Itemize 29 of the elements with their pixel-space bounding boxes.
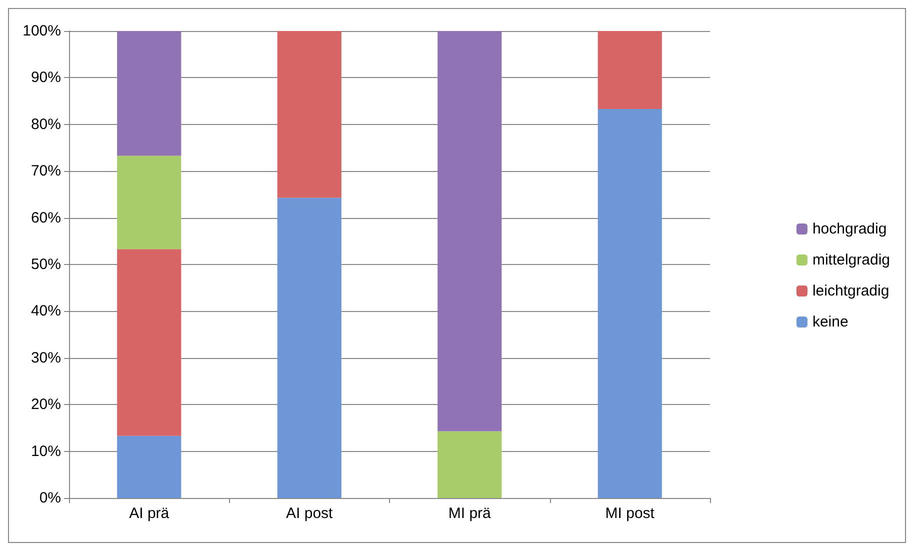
bar — [117, 156, 182, 250]
x-tick-label: MI post — [605, 505, 656, 522]
legend-label: hochgradig — [812, 220, 887, 238]
y-tick-label: 0% — [39, 490, 61, 506]
bar — [598, 31, 662, 109]
y-tick-label: 100% — [22, 22, 61, 40]
legend-label: keine — [812, 314, 848, 330]
bar — [117, 31, 182, 156]
y-tick-label: 80% — [30, 116, 61, 133]
bar — [438, 431, 502, 498]
y-tick-label: 20% — [30, 396, 61, 414]
x-tick-label: MI prä — [448, 505, 492, 522]
y-tick-label: 70% — [30, 162, 61, 180]
legend-label: mittelgradig — [812, 252, 890, 268]
legend-label: leichtgradig — [812, 282, 890, 300]
y-tick-label: 90% — [30, 69, 61, 86]
bar — [438, 31, 502, 432]
y-tick-label: 60% — [30, 209, 61, 226]
bar — [117, 436, 182, 498]
bar — [117, 249, 182, 436]
y-tick-label: 30% — [30, 349, 61, 366]
y-tick-label: 50% — [30, 256, 61, 273]
y-tick-label: 40% — [30, 302, 61, 320]
bar — [277, 31, 342, 198]
x-tick-label: AI post — [286, 505, 334, 522]
y-tick-label: 10% — [30, 442, 61, 460]
bar — [277, 198, 342, 498]
x-tick-label: AI prä — [129, 505, 170, 522]
bar — [598, 108, 662, 498]
